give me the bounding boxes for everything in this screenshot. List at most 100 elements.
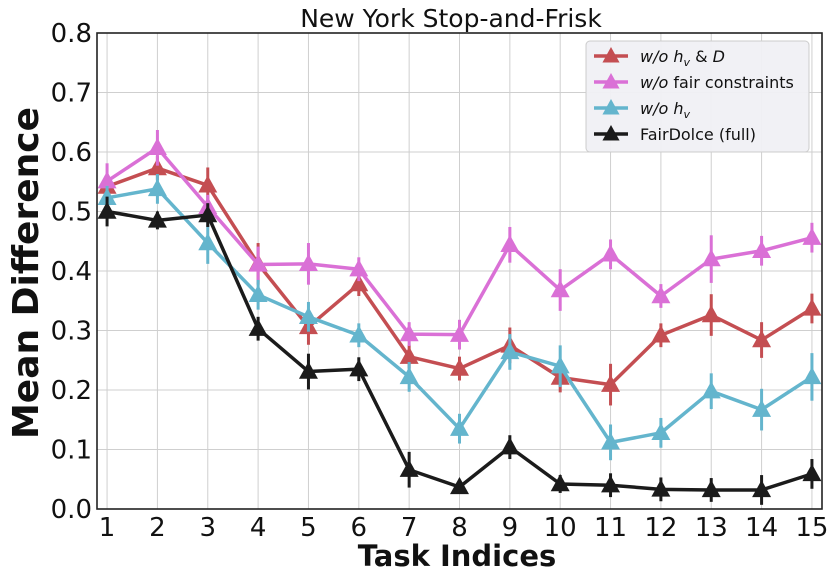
series xyxy=(97,174,822,461)
data-point xyxy=(701,479,721,498)
data-point xyxy=(298,253,318,272)
plot-frame xyxy=(96,32,823,510)
data-point xyxy=(802,298,822,316)
data-point xyxy=(752,330,772,348)
y-tick-label: 0.6 xyxy=(51,138,92,168)
data-point xyxy=(701,381,721,399)
data-point xyxy=(298,361,318,379)
data-point xyxy=(399,346,419,364)
data-point xyxy=(651,325,671,343)
data-point xyxy=(651,479,671,497)
data-point xyxy=(147,178,167,197)
data-point xyxy=(349,325,369,343)
x-tick-label: 3 xyxy=(199,513,216,543)
x-tick-label: 7 xyxy=(401,513,418,543)
data-point xyxy=(198,233,218,251)
data-point xyxy=(399,324,419,342)
x-tick-label: 2 xyxy=(149,513,166,543)
legend-label: w/o fair constraints xyxy=(640,73,794,92)
legend-label: w/o hv & D xyxy=(640,47,725,69)
data-point xyxy=(248,318,268,336)
data-point xyxy=(349,359,369,377)
x-tick-label: 13 xyxy=(695,513,728,543)
data-point xyxy=(752,240,772,258)
y-tick-label: 0.7 xyxy=(51,79,92,109)
legend-entry: w/o fair constraints xyxy=(594,73,794,92)
data-point xyxy=(601,244,621,262)
data-point xyxy=(298,306,318,325)
series xyxy=(97,196,822,505)
data-point xyxy=(450,358,469,376)
data-point xyxy=(500,341,520,360)
chart-title: New York Stop-and-Frisk xyxy=(300,4,602,33)
legend-swatch-marker xyxy=(602,99,620,115)
data-point xyxy=(752,479,772,498)
legend: w/o hv & D w/o fair constraints w/o hv Fair… xyxy=(585,40,810,153)
data-point xyxy=(450,324,469,342)
series xyxy=(97,156,822,406)
series-group xyxy=(97,129,822,505)
data-point xyxy=(601,432,621,450)
data-point xyxy=(550,356,570,374)
y-tick-label: 0.2 xyxy=(51,376,92,406)
legend-box xyxy=(585,40,810,153)
data-point xyxy=(248,254,268,272)
data-point xyxy=(550,474,570,492)
legend-entry: w/o hv & D xyxy=(594,47,725,69)
legend-label: w/o hv xyxy=(640,99,691,121)
data-point xyxy=(399,459,419,477)
x-tick-label: 4 xyxy=(250,513,267,543)
y-tick-label: 0.4 xyxy=(51,257,92,287)
x-tick-label: 14 xyxy=(745,513,778,543)
data-point xyxy=(651,285,671,304)
x-tick-label: 5 xyxy=(300,513,317,543)
x-tick-label: 11 xyxy=(594,513,627,543)
data-point xyxy=(802,227,822,245)
data-point xyxy=(450,418,469,436)
x-tick-label: 12 xyxy=(644,513,677,543)
legend-swatch-marker xyxy=(602,125,620,141)
x-tick-label: 9 xyxy=(502,513,519,543)
x-tick-label: 10 xyxy=(544,513,577,543)
data-point xyxy=(147,158,167,176)
legend-label: FairDolce (full) xyxy=(640,125,756,144)
legend-swatch-marker xyxy=(602,73,620,89)
data-point xyxy=(701,305,721,323)
data-point xyxy=(349,274,369,292)
y-tick-label: 0.5 xyxy=(51,198,92,228)
legend-swatch-marker xyxy=(602,47,620,63)
data-point xyxy=(752,399,772,417)
legend-entry: FairDolce (full) xyxy=(594,125,756,144)
x-axis-title: Task Indices xyxy=(358,539,557,573)
data-point xyxy=(349,259,369,277)
y-tick-label: 0.0 xyxy=(51,495,92,525)
data-point xyxy=(399,366,419,385)
tick-labels: 0.00.10.20.30.40.50.60.70.81 2 3 4 5 6 7 8 9 10 11… xyxy=(51,19,829,543)
x-tick-label: 15 xyxy=(795,513,828,543)
x-tick-label: 1 xyxy=(99,513,116,543)
data-point xyxy=(802,366,822,385)
data-point xyxy=(500,437,520,455)
data-point xyxy=(601,475,621,493)
data-point xyxy=(198,205,218,223)
data-point xyxy=(97,187,117,206)
y-tick-label: 0.8 xyxy=(51,19,92,49)
series xyxy=(97,129,822,350)
y-axis-title: Mean Difference xyxy=(6,107,47,439)
data-point xyxy=(802,463,822,482)
data-point xyxy=(701,249,721,267)
x-tick-label: 6 xyxy=(351,513,368,543)
data-point xyxy=(147,210,167,228)
data-point xyxy=(601,374,621,392)
y-tick-label: 0.3 xyxy=(51,317,92,347)
data-point xyxy=(248,284,268,302)
x-tick-label: 8 xyxy=(451,513,468,543)
data-point xyxy=(550,280,570,298)
data-point xyxy=(97,171,117,189)
data-point xyxy=(500,234,520,253)
data-point xyxy=(651,422,671,441)
data-point xyxy=(147,137,167,156)
legend-entry: w/o hv xyxy=(594,99,691,121)
y-tick-label: 0.1 xyxy=(51,436,92,466)
